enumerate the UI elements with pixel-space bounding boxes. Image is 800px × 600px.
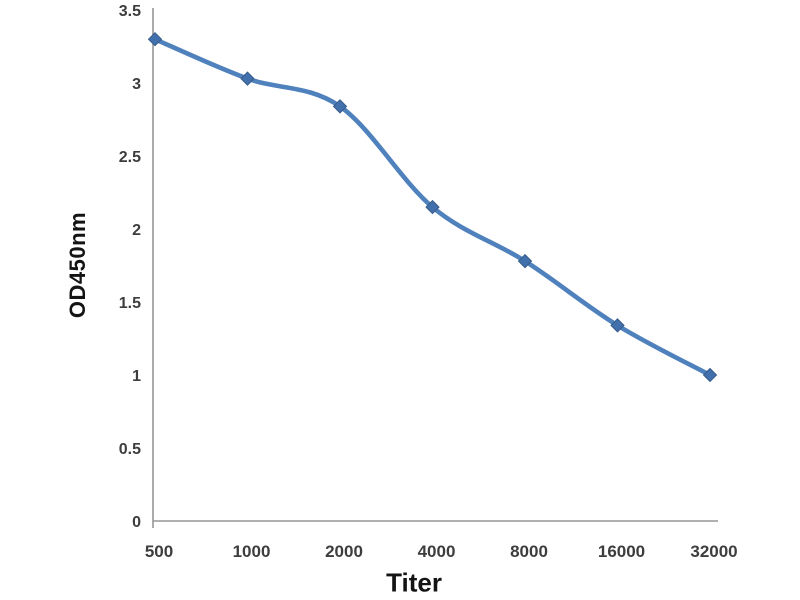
y-axis-title: OD450nm [65, 211, 90, 319]
data-point-marker [610, 318, 625, 333]
data-point-marker [425, 199, 440, 215]
y-tick-label: 0 [132, 514, 141, 531]
x-tick-label: 32000 [690, 542, 737, 561]
data-point-marker [147, 31, 163, 47]
y-tick-label: 1 [132, 368, 141, 385]
y-tick-label: 2 [132, 222, 141, 239]
x-tick-label: 1000 [233, 542, 271, 561]
x-tick-label: 500 [145, 542, 173, 561]
y-tick-label: 1.5 [119, 295, 141, 312]
x-tick-label: 2000 [325, 542, 363, 561]
x-tick-label: 16000 [598, 542, 645, 561]
y-tick-label: 2.5 [119, 149, 141, 166]
x-axis-title: Titer [386, 567, 442, 598]
y-tick-label: 0.5 [119, 441, 141, 458]
y-tick-label: 3.5 [119, 3, 141, 20]
y-tick-label: 3 [132, 76, 141, 93]
data-point-marker [702, 367, 718, 383]
data-point-marker [332, 99, 348, 114]
data-point-marker [240, 71, 255, 86]
x-tick-label: 4000 [418, 542, 456, 561]
x-tick-label: 8000 [510, 542, 548, 561]
data-point-marker [517, 253, 533, 269]
